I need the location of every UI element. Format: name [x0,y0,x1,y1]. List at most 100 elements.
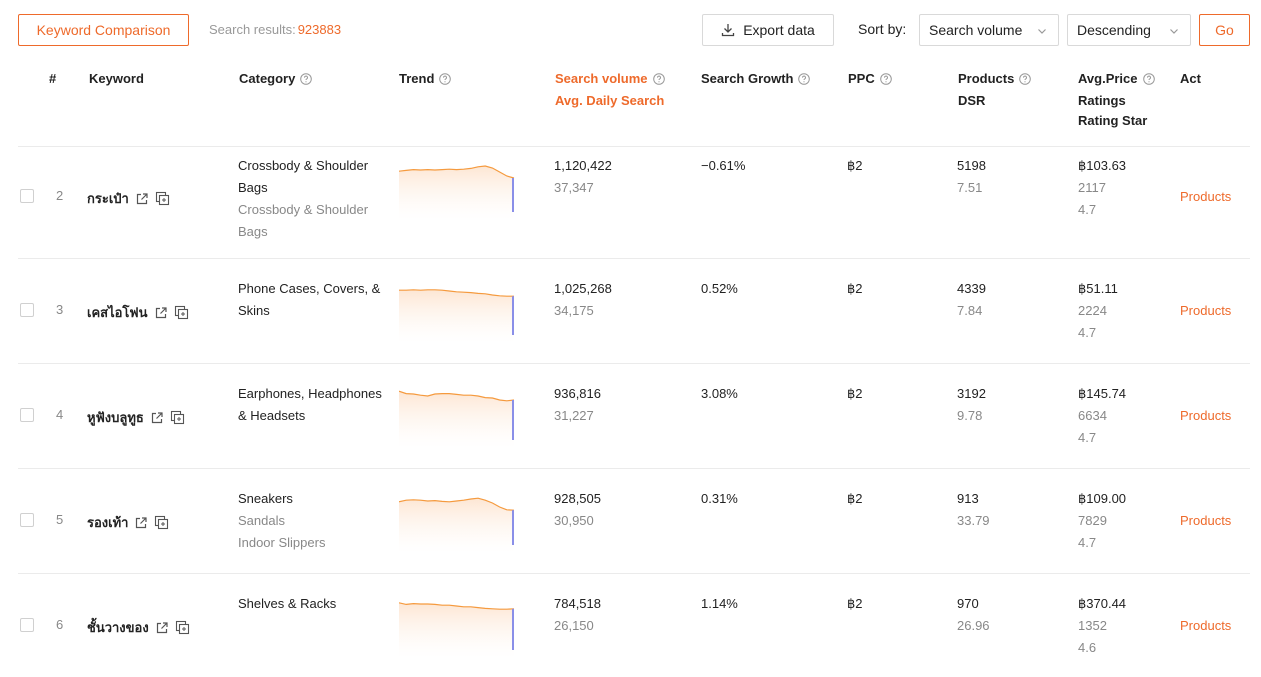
products-count: 3192 [957,386,986,401]
dsr-value: 7.51 [957,180,983,195]
keyword-cell: ชั้นวางของ [87,617,190,638]
keyword-text: ชั้นวางของ [87,620,149,635]
header-avg-price[interactable]: Avg.Price Ratings Rating Star [1078,69,1155,131]
external-link-icon[interactable] [150,411,164,425]
keyword-comparison-button[interactable]: Keyword Comparison [18,14,189,46]
row-checkbox[interactable] [20,189,34,203]
ppc-value: ฿2 [847,386,863,401]
external-link-icon[interactable] [154,306,168,320]
search-results-count: 923883 [297,22,342,37]
search-volume: 1,025,268 [554,281,612,296]
help-icon[interactable] [879,71,892,91]
help-icon[interactable] [300,71,313,91]
search-volume: 1,120,422 [554,158,612,173]
chevron-down-icon [1168,24,1180,40]
ppc-value: ฿2 [847,281,863,296]
row-number: 3 [56,302,64,317]
category-cell: Crossbody & Shoulder Bags Crossbody & Sh… [238,155,380,243]
help-icon[interactable] [439,71,452,91]
row-checkbox[interactable] [20,303,34,317]
avg-daily-search: 34,175 [554,303,594,318]
export-data-button[interactable]: Export data [702,14,834,46]
search-growth: 3.08% [701,386,738,401]
products-link[interactable]: Products [1180,189,1232,204]
products-link[interactable]: Products [1180,618,1232,633]
row-number: 5 [56,512,64,527]
search-results-summary: Search results: 923883 [209,22,341,37]
header-search-volume[interactable]: Search volume Avg. Daily Search [555,69,665,111]
price-cell: ฿103.63 2117 4.7 [1078,155,1126,221]
category-main: Sneakers [238,491,293,506]
trend-area [399,166,514,220]
price-cell: ฿370.44 1352 4.6 [1078,593,1126,659]
row-checkbox[interactable] [20,513,34,527]
trend-sparkline [399,165,515,220]
ppc-value: ฿2 [847,491,863,506]
category-cell: Sneakers Sandals Indoor Slippers [238,488,388,554]
header-trend: Trend [399,69,452,91]
products-link[interactable]: Products [1180,408,1232,423]
dsr-value: 26.96 [957,618,990,633]
row-number: 6 [56,617,64,632]
products-cell: 5198 7.51 [957,155,986,199]
copy-icon[interactable] [174,305,189,320]
header-products[interactable]: Products DSR [958,69,1032,111]
copy-icon[interactable] [170,410,185,425]
header-avg-daily-search: Avg. Daily Search [555,93,665,108]
search-growth: 1.14% [701,596,738,611]
ratings-count: 2224 [1078,303,1107,318]
products-link[interactable]: Products [1180,513,1232,528]
price-cell: ฿51.11 2224 4.7 [1078,278,1118,344]
rating-star: 4.6 [1078,640,1097,655]
search-volume: 784,518 [554,596,601,611]
header-rating-star: Rating Star [1078,113,1148,128]
avg-daily-search: 30,950 [554,513,594,528]
products-link[interactable]: Products [1180,303,1232,318]
avg-price: ฿103.63 [1078,158,1127,173]
external-link-icon[interactable] [135,192,149,206]
avg-daily-search: 37,347 [554,180,594,195]
search-volume: 936,816 [554,386,601,401]
go-button[interactable]: Go [1199,14,1250,46]
header-search-growth[interactable]: Search Growth [701,69,811,91]
sort-field-select[interactable]: Search volume [919,14,1059,46]
row-checkbox[interactable] [20,618,34,632]
avg-daily-search: 31,227 [554,408,594,423]
trend-area [399,289,514,343]
table-row: 5 รองเท้า Sneakers Sandals Indoor Slippe… [18,469,1250,574]
products-cell: 3192 9.78 [957,383,986,427]
external-link-icon[interactable] [134,516,148,530]
help-icon[interactable] [1019,71,1032,91]
row-checkbox[interactable] [20,408,34,422]
category-cell: Shelves & Racks [238,593,388,615]
help-icon[interactable] [798,71,811,91]
search-volume: 928,505 [554,491,601,506]
header-avg-price-label: Avg.Price [1078,71,1138,86]
external-link-icon[interactable] [155,621,169,635]
copy-icon[interactable] [155,191,170,206]
table-row: 6 ชั้นวางของ Shelves & Racks 784,518 26,… [18,574,1250,677]
rating-star: 4.7 [1078,535,1097,550]
header-trend-label: Trend [399,71,435,86]
keyword-text: รองเท้า [87,515,129,530]
search-growth: 0.31% [701,491,738,506]
keyword-text: เคสไอโฟน [87,305,148,320]
help-icon[interactable] [1142,71,1155,91]
category-sub: Crossbody & Shoulder Bags [238,202,369,239]
help-icon[interactable] [652,71,665,91]
sort-order-select[interactable]: Descending [1067,14,1191,46]
copy-icon[interactable] [154,515,169,530]
copy-icon[interactable] [175,620,190,635]
products-cell: 4339 7.84 [957,278,986,322]
search-volume-cell: 1,025,268 34,175 [554,278,612,322]
header-keyword[interactable]: Keyword [89,71,144,86]
price-cell: ฿145.74 6634 4.7 [1078,383,1126,449]
category-main: Crossbody & Shoulder Bags [238,158,369,195]
search-results-label: Search results: [209,22,296,37]
keyword-cell: กระเป๋า [87,188,170,209]
header-ppc[interactable]: PPC [848,69,892,91]
sort-order-value: Descending [1077,22,1151,38]
trend-line [399,497,515,511]
products-count: 970 [957,596,979,611]
category-main: Earphones, Headphones & Headsets [238,386,382,423]
